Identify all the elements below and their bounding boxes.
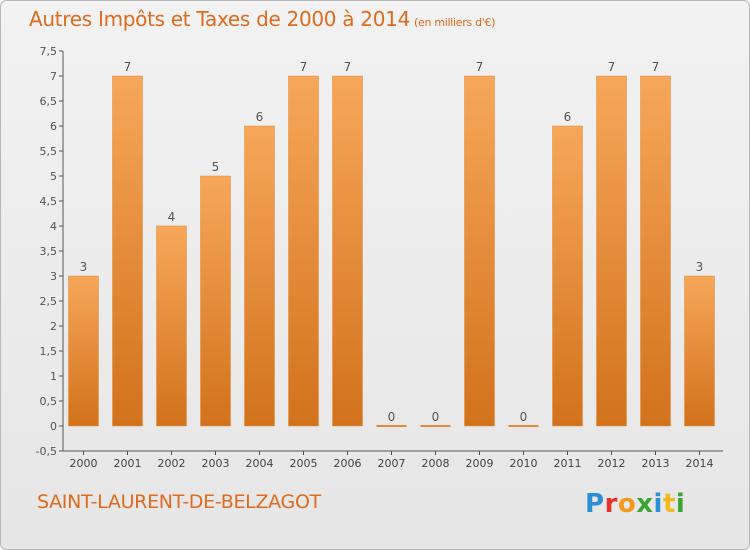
x-tick-label-2002: 2002	[158, 457, 186, 470]
y-tick-label: 2,5	[40, 295, 58, 308]
x-tick-label-2003: 2003	[202, 457, 230, 470]
y-tick-label: 1	[50, 370, 57, 383]
x-tick-label-2006: 2006	[334, 457, 362, 470]
data-label-2010: 0	[520, 410, 528, 424]
y-tick-label: 0,5	[40, 395, 58, 408]
x-tick-label-2013: 2013	[642, 457, 670, 470]
bar-2012	[596, 75, 627, 427]
bar-2013	[640, 75, 671, 427]
data-label-2001: 7	[124, 60, 132, 74]
data-label-2006: 7	[344, 60, 352, 74]
logo-letter: x	[636, 489, 654, 519]
logo-letter: o	[617, 489, 637, 519]
data-label-2004: 6	[256, 110, 264, 124]
bar-2004	[244, 125, 275, 427]
y-tick-label: 6	[50, 120, 57, 133]
x-tick-label-2010: 2010	[510, 457, 538, 470]
bar-2009	[464, 75, 495, 427]
data-label-2005: 7	[300, 60, 308, 74]
chart-title-text: Autres Impôts et Taxes de 2000 à 2014	[29, 7, 410, 31]
y-tick-label: 2	[50, 320, 57, 333]
y-tick-label: 5,5	[40, 145, 58, 158]
data-label-2000: 3	[80, 260, 88, 274]
logo-letter: P	[585, 489, 605, 519]
data-label-2003: 5	[212, 160, 220, 174]
data-label-2012: 7	[608, 60, 616, 74]
x-tick-label-2014: 2014	[686, 457, 714, 470]
y-tick-label: 4,5	[40, 195, 58, 208]
y-tick-label: 7	[50, 70, 57, 83]
chart-unit: (en milliers d'€)	[414, 16, 496, 29]
y-tick-label: 4	[50, 220, 57, 233]
y-tick-label: 6,5	[40, 95, 58, 108]
x-tick-label-2009: 2009	[466, 457, 494, 470]
proxiti-logo[interactable]: Proxiti	[585, 489, 685, 519]
logo-letter: i	[653, 489, 663, 519]
bar-2014	[684, 275, 715, 427]
data-label-2008: 0	[432, 410, 440, 424]
logo-letter: i	[675, 489, 686, 519]
bar-2002	[156, 225, 187, 427]
x-tick-label-2012: 2012	[598, 457, 626, 470]
x-tick-label-2005: 2005	[290, 457, 318, 470]
logo-letter: r	[604, 489, 618, 519]
x-tick-label-2004: 2004	[246, 457, 274, 470]
x-tick-label-2001: 2001	[114, 457, 142, 470]
bar-2001	[112, 75, 143, 427]
x-tick-label-2011: 2011	[554, 457, 582, 470]
x-tick-label-2000: 2000	[70, 457, 98, 470]
y-tick-label: 3,5	[40, 245, 58, 258]
y-tick-label: 3	[50, 270, 57, 283]
y-tick-label: 5	[50, 170, 57, 183]
commune-name: SAINT-LAURENT-DE-BELZAGOT	[37, 491, 321, 513]
data-label-2007: 0	[388, 410, 396, 424]
y-tick-label: 7,5	[40, 45, 58, 58]
data-label-2013: 7	[652, 60, 660, 74]
bar-2006	[332, 75, 363, 427]
data-label-2009: 7	[476, 60, 484, 74]
bar-2003	[200, 175, 231, 427]
data-label-2011: 6	[564, 110, 572, 124]
bar-2000	[68, 275, 99, 427]
x-tick-label-2008: 2008	[422, 457, 450, 470]
y-tick-label: -0,5	[36, 445, 57, 458]
data-label-2002: 4	[168, 210, 176, 224]
bar-2005	[288, 75, 319, 427]
bar-2011	[552, 125, 583, 427]
x-tick-label-2007: 2007	[378, 457, 406, 470]
chart-title: Autres Impôts et Taxes de 2000 à 2014 (en…	[29, 7, 495, 31]
data-label-2014: 3	[696, 260, 704, 274]
logo-letter: t	[662, 489, 676, 519]
y-tick-label: 1,5	[40, 345, 58, 358]
y-tick-label: 0	[50, 420, 57, 433]
